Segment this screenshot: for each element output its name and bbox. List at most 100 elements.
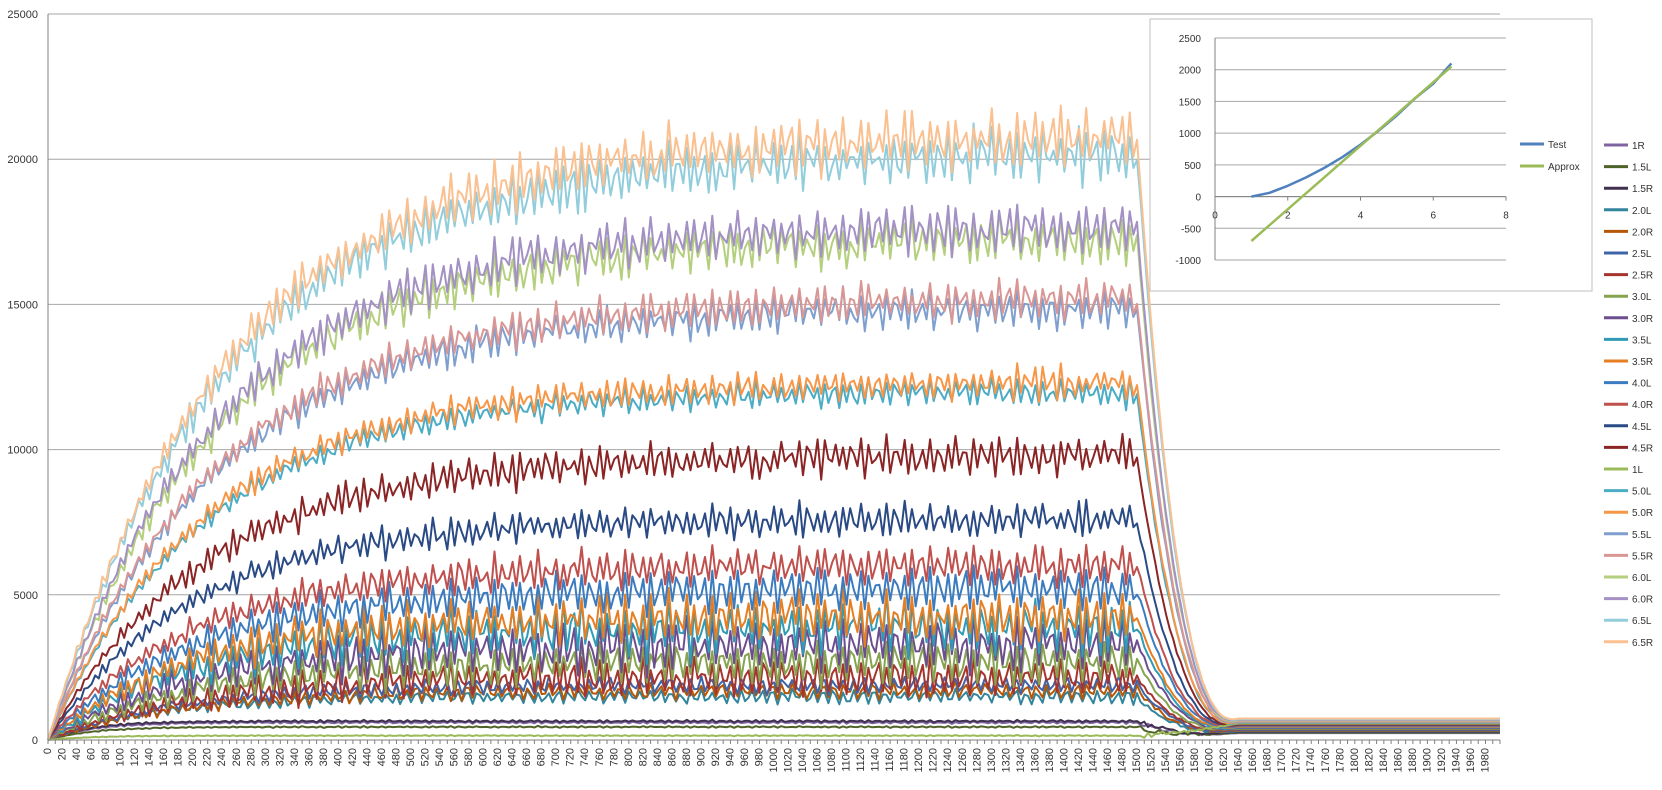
x-tick-label: 980 bbox=[753, 748, 765, 766]
x-tick-label: 1780 bbox=[1334, 748, 1346, 772]
x-tick-label: 1360 bbox=[1029, 748, 1041, 772]
legend-label: 3.5L bbox=[1632, 335, 1652, 346]
x-tick-label: 700 bbox=[550, 748, 562, 766]
x-tick-label: 140 bbox=[144, 748, 156, 766]
x-tick-label: 1900 bbox=[1421, 748, 1433, 772]
x-tick-label: 820 bbox=[637, 748, 649, 766]
x-tick-label: 660 bbox=[521, 748, 533, 766]
x-tick-label: 1300 bbox=[986, 748, 998, 772]
x-tick-label: 1060 bbox=[812, 748, 824, 772]
x-tick-label: 540 bbox=[434, 748, 446, 766]
x-tick-label: 380 bbox=[318, 748, 330, 766]
inset-legend-label: Test bbox=[1548, 140, 1567, 151]
x-tick-label: 20 bbox=[57, 748, 69, 760]
x-tick-label: 280 bbox=[245, 748, 257, 766]
x-tick-label: 120 bbox=[129, 748, 141, 766]
x-tick-label: 1280 bbox=[971, 748, 983, 772]
main-series-layer bbox=[47, 104, 1500, 741]
inset-y-tick-label: -500 bbox=[1181, 224, 1201, 235]
x-tick-label: 240 bbox=[216, 748, 228, 766]
inset-y-tick-label: 1500 bbox=[1179, 97, 1202, 108]
inset-chart: -1000 -500 0 500 1000 1500 2000 2500 0 2 4 6 8 Test Ap… bbox=[1149, 18, 1593, 292]
x-tick-label: 500 bbox=[405, 748, 417, 766]
x-tick-label: 1680 bbox=[1262, 748, 1274, 772]
x-tick-label: 1380 bbox=[1044, 748, 1056, 772]
x-tick-label: 1620 bbox=[1218, 748, 1230, 772]
x-tick-label: 1540 bbox=[1160, 748, 1172, 772]
x-tick-label: 840 bbox=[652, 748, 664, 766]
legend-label: 3.0R bbox=[1632, 314, 1653, 325]
x-tick-label: 460 bbox=[376, 748, 388, 766]
x-tick-label: 960 bbox=[739, 748, 751, 766]
legend-label: 5.5L bbox=[1632, 530, 1652, 541]
legend-label: 4.0R bbox=[1632, 400, 1653, 411]
x-tick-label: 1200 bbox=[913, 748, 925, 772]
x-tick-label: 760 bbox=[594, 748, 606, 766]
inset-y-tick-label: 0 bbox=[1195, 193, 1201, 204]
x-tick-label: 1320 bbox=[1000, 748, 1012, 772]
inset-x-tick-label: 4 bbox=[1358, 211, 1364, 222]
legend-label: 1.5R bbox=[1632, 184, 1653, 195]
x-tick-label: 620 bbox=[492, 748, 504, 766]
y-tick-label: 5000 bbox=[14, 590, 38, 602]
x-tick-label: 60 bbox=[86, 748, 98, 760]
x-tick-label: 1420 bbox=[1073, 748, 1085, 772]
x-tick-label: 1000 bbox=[768, 748, 780, 772]
inset-y-tick-label: -1000 bbox=[1175, 256, 1201, 267]
inset-y-tick-label: 1000 bbox=[1179, 129, 1202, 140]
x-tick-label: 400 bbox=[332, 748, 344, 766]
x-tick-label: 1600 bbox=[1204, 748, 1216, 772]
inset-series-line-Approx bbox=[1250, 65, 1453, 242]
x-tick-label: 720 bbox=[565, 748, 577, 766]
x-tick-label: 900 bbox=[695, 748, 707, 766]
x-tick-label: 1140 bbox=[870, 748, 882, 772]
legend-label: 4.5L bbox=[1632, 422, 1652, 433]
legend-label: 2.5L bbox=[1632, 249, 1652, 260]
x-tick-label: 1120 bbox=[855, 748, 867, 772]
inset-y-tick-label: 2000 bbox=[1179, 66, 1202, 77]
legend-label: 3.0L bbox=[1632, 292, 1652, 303]
x-tick-label: 440 bbox=[361, 748, 373, 766]
inset-y-tick-label: 2500 bbox=[1179, 34, 1202, 45]
y-tick-label: 10000 bbox=[7, 445, 38, 457]
x-tick-label: 1100 bbox=[841, 748, 853, 772]
x-tick-label: 1980 bbox=[1479, 748, 1491, 772]
x-tick-label: 480 bbox=[390, 748, 402, 766]
x-tick-label: 1260 bbox=[957, 748, 969, 772]
legend-label: 1.5L bbox=[1632, 163, 1652, 174]
x-tick-label: 800 bbox=[623, 748, 635, 766]
x-tick-label: 1340 bbox=[1015, 748, 1027, 772]
x-tick-label: 1720 bbox=[1291, 748, 1303, 772]
x-tick-label: 740 bbox=[579, 748, 591, 766]
x-tick-label: 780 bbox=[608, 748, 620, 766]
legend-label: 6.0L bbox=[1632, 573, 1652, 584]
x-tick-label: 1660 bbox=[1247, 748, 1259, 772]
inset-x-tick-label: 6 bbox=[1430, 211, 1436, 222]
x-tick-label: 1560 bbox=[1175, 748, 1187, 772]
x-tick-label: 1800 bbox=[1349, 748, 1361, 772]
x-tick-label: 300 bbox=[260, 748, 272, 766]
main-legend: 1R 1.5L 1.5R 2.0L 2.0R 2.5L 2.5R 3.0L 3.0R 3.5L 3.… bbox=[1604, 141, 1653, 649]
legend-label: 4.0L bbox=[1632, 379, 1652, 390]
x-tick-label: 600 bbox=[478, 748, 490, 766]
inset-legend-label: Approx bbox=[1548, 162, 1580, 173]
x-tick-label: 1240 bbox=[942, 748, 954, 772]
x-tick-label: 1020 bbox=[783, 748, 795, 772]
x-tick-label: 1460 bbox=[1102, 748, 1114, 772]
x-tick-label: 220 bbox=[202, 748, 214, 766]
legend-label: 3.5R bbox=[1632, 357, 1653, 368]
x-tick-label: 1400 bbox=[1058, 748, 1070, 772]
y-tick-label: 15000 bbox=[7, 299, 38, 311]
x-tick-label: 160 bbox=[158, 748, 170, 766]
x-tick-label: 100 bbox=[115, 748, 127, 766]
inset-x-tick-label: 8 bbox=[1503, 211, 1509, 222]
x-tick-label: 40 bbox=[71, 748, 83, 760]
x-tick-label: 0 bbox=[42, 748, 54, 754]
x-tick-label: 360 bbox=[303, 748, 315, 766]
x-tick-label: 420 bbox=[347, 748, 359, 766]
x-tick-label: 260 bbox=[231, 748, 243, 766]
legend-label: 4.5R bbox=[1632, 443, 1653, 454]
